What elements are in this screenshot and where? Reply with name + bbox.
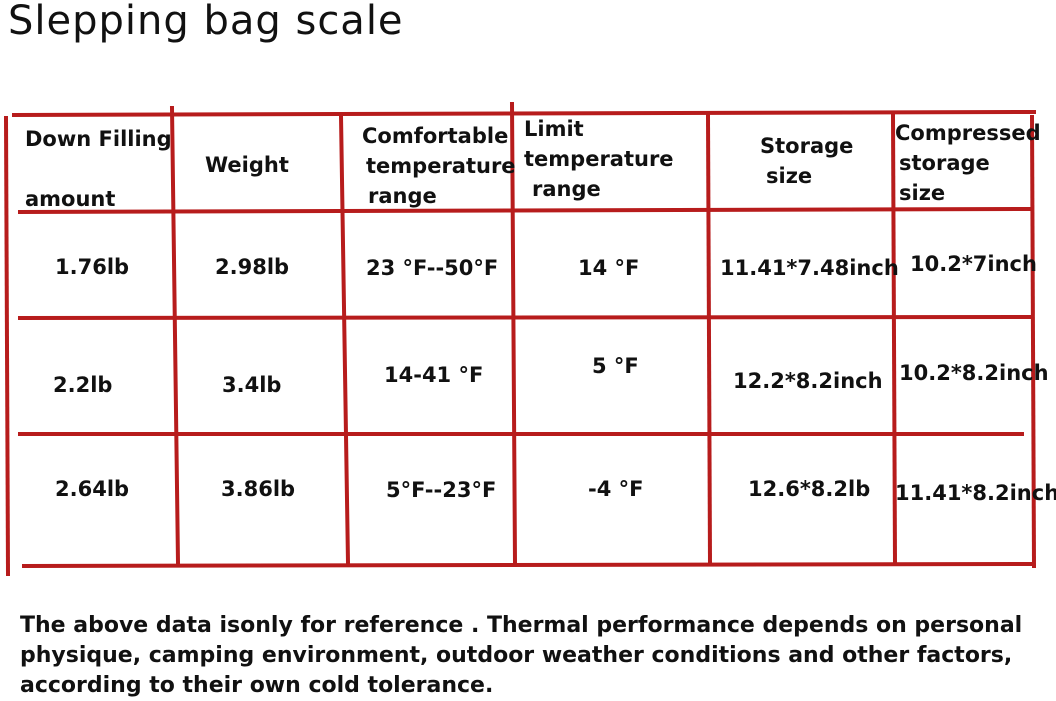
header-limit-line3: range xyxy=(532,177,601,201)
grid-line-row1-bottom xyxy=(17,314,1033,321)
table-cell-r2-comfortable: 14-41 °F xyxy=(384,363,484,387)
reference-note: The above data isonly for reference . Th… xyxy=(20,613,1023,698)
table-cell-r1-limit: 14 °F xyxy=(578,256,640,280)
header-comfortable-line2: temperature xyxy=(366,154,516,178)
header-down-filling-amount: amount xyxy=(25,187,116,211)
table-cell-r1-storage: 11.41*7.48inch xyxy=(720,256,899,280)
grid-line-col4 xyxy=(705,113,713,566)
table-cell-r3-limit: -4 °F xyxy=(588,477,644,501)
header-comfortable-line3: range xyxy=(368,184,437,208)
header-limit-line2: temperature xyxy=(524,147,674,171)
table-cell-r3-weight: 3.86lb xyxy=(221,477,296,501)
header-weight: Weight xyxy=(205,153,289,177)
grid-line-header-bottom xyxy=(17,206,1033,215)
header-down-filling: Down Filling xyxy=(25,124,172,154)
table-cell-r3-compressed: 11.41*8.2inch xyxy=(895,481,1056,505)
table-cell-r1-compressed: 10.2*7inch xyxy=(910,252,1037,276)
grid-line-right xyxy=(1029,114,1037,569)
table-cell-r2-compressed: 10.2*8.2inch xyxy=(899,361,1049,385)
table-cell-r1-comfortable: 23 °F--50°F xyxy=(366,256,499,280)
table-cell-r2-storage: 12.2*8.2inch xyxy=(733,369,883,393)
header-down-filling-line1: Down Filling xyxy=(25,127,172,151)
grid-line-col5 xyxy=(890,113,898,566)
header-limit-line1: Limit xyxy=(524,117,584,141)
grid-line-top xyxy=(11,109,1037,118)
header-comfortable: Comfortable temperature range xyxy=(362,121,516,211)
table-cell-r3-comfortable: 5°F--23°F xyxy=(386,478,497,502)
header-compressed-line2: storage xyxy=(899,151,990,175)
grid-line-col1 xyxy=(169,105,181,566)
table-cell-r1-down-filling: 1.76lb xyxy=(55,255,130,279)
table-cell-r1-weight: 2.98lb xyxy=(215,255,290,279)
table-cell-r2-down-filling: 2.2lb xyxy=(53,373,113,397)
grid-line-col2 xyxy=(338,113,351,566)
grid-line-left xyxy=(3,115,11,577)
table-cell-r2-limit: 5 °F xyxy=(592,354,639,378)
table-cell-r2-weight: 3.4lb xyxy=(222,373,282,397)
header-storage-line1: Storage xyxy=(760,134,854,158)
header-comfortable-line1: Comfortable xyxy=(362,124,509,148)
header-storage-line2: size xyxy=(766,164,813,188)
page-title: Slepping bag scale xyxy=(8,0,404,44)
header-compressed-line1: Compressed xyxy=(895,121,1041,145)
header-limit: Limit temperature range xyxy=(524,114,674,204)
grid-line-bottom xyxy=(21,561,1033,569)
header-compressed: Compressed storage size xyxy=(895,118,1041,208)
table-cell-r3-storage: 12.6*8.2lb xyxy=(748,477,871,501)
table-cell-r3-down-filling: 2.64lb xyxy=(55,477,130,501)
grid-line-col3 xyxy=(509,101,518,566)
header-storage: Storage size xyxy=(760,131,853,191)
header-compressed-line3: size xyxy=(899,181,946,205)
